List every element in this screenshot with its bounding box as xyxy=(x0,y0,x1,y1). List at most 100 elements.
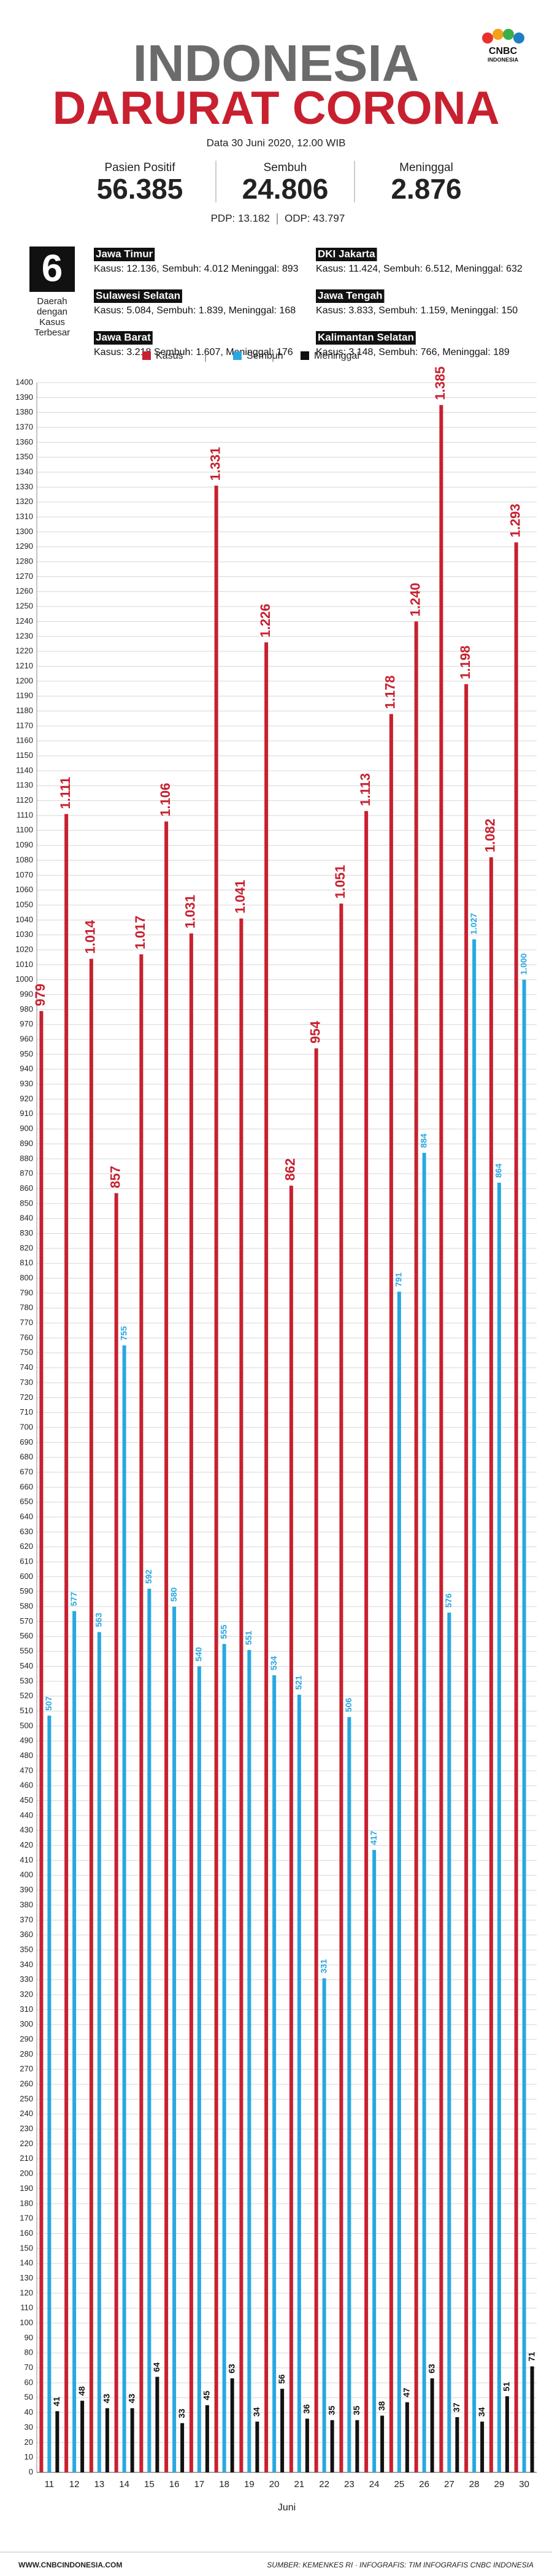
legend-swatch xyxy=(301,351,309,360)
y-tick-label: 150 xyxy=(20,2243,33,2252)
x-tick-label: 15 xyxy=(144,2479,155,2490)
box-text: dengan xyxy=(37,307,67,317)
value-label: 36 xyxy=(302,2404,312,2414)
bar xyxy=(439,405,443,2473)
y-tick-label: 1290 xyxy=(15,541,33,551)
y-tick-label: 1160 xyxy=(16,736,33,745)
y-tick-label: 1050 xyxy=(15,900,33,909)
region-name-bg xyxy=(94,248,155,261)
bar xyxy=(447,1612,451,2472)
x-tick-label: 30 xyxy=(519,2479,529,2490)
y-tick-label: 1230 xyxy=(15,631,33,640)
y-tick-label: 1210 xyxy=(15,661,33,670)
region-detail: Kasus: 3.148, Sembuh: 766, Meninggal: 18… xyxy=(316,347,510,357)
y-tick-label: 610 xyxy=(20,1557,33,1566)
y-tick-label: 910 xyxy=(20,1109,33,1118)
y-tick-label: 140 xyxy=(20,2258,33,2268)
value-label: 791 xyxy=(394,1272,404,1287)
footer-right: SUMBER: KEMENKES RI · INFOGRAFIS: TIM IN… xyxy=(267,2561,534,2569)
value-label: 1.198 xyxy=(458,646,473,679)
bar xyxy=(514,542,518,2473)
y-tick-label: 670 xyxy=(20,1467,33,1476)
value-label: 540 xyxy=(194,1647,204,1662)
y-tick-label: 330 xyxy=(20,1974,33,1984)
y-tick-label: 960 xyxy=(20,1034,33,1044)
bar xyxy=(55,2411,59,2472)
value-label: 1.111 xyxy=(58,777,73,809)
bar xyxy=(172,1607,177,2472)
value-label: 41 xyxy=(52,2396,61,2406)
y-tick-label: 1170 xyxy=(16,720,33,730)
bar xyxy=(272,1675,277,2472)
x-tick-label: 26 xyxy=(419,2479,429,2490)
y-tick-label: 380 xyxy=(20,1900,33,1909)
bar xyxy=(147,1588,151,2472)
y-tick-label: 720 xyxy=(20,1393,33,1402)
x-tick-label: 18 xyxy=(219,2479,229,2490)
value-label: 1.240 xyxy=(407,583,423,616)
x-tick-label: 13 xyxy=(94,2479,105,2490)
bar xyxy=(180,2423,185,2472)
logo-dot xyxy=(482,32,493,44)
bar xyxy=(205,2405,209,2472)
bar xyxy=(480,2421,485,2472)
y-tick-label: 410 xyxy=(20,1855,33,1864)
y-tick-label: 10 xyxy=(25,2452,33,2461)
value-label: 1.014 xyxy=(83,920,98,954)
value-label: 1.017 xyxy=(132,915,148,949)
bar xyxy=(164,821,169,2472)
y-tick-label: 80 xyxy=(25,2348,33,2357)
region-name: Kalimantan Selatan xyxy=(318,331,414,343)
x-axis-label: Juni xyxy=(278,2502,296,2513)
bar xyxy=(364,811,369,2472)
bar xyxy=(347,1717,351,2472)
region-name: Jawa Tengah xyxy=(318,289,383,301)
y-tick-label: 1140 xyxy=(16,765,33,774)
value-label: 33 xyxy=(177,2409,186,2418)
value-label: 577 xyxy=(69,1592,79,1607)
y-tick-label: 1390 xyxy=(15,392,33,402)
region-name-bg xyxy=(94,289,182,303)
value-label: 1.106 xyxy=(158,783,173,817)
y-tick-label: 400 xyxy=(20,1870,33,1879)
y-tick-label: 550 xyxy=(20,1646,33,1656)
y-tick-label: 1120 xyxy=(16,795,33,805)
y-tick-label: 1080 xyxy=(15,855,33,864)
y-tick-label: 620 xyxy=(20,1542,33,1551)
bar xyxy=(455,2417,459,2472)
y-tick-label: 900 xyxy=(20,1124,33,1133)
y-tick-label: 1150 xyxy=(16,751,33,760)
y-tick-label: 1190 xyxy=(16,691,33,700)
bar xyxy=(430,2378,434,2472)
bar xyxy=(355,2420,359,2472)
y-tick-label: 1400 xyxy=(15,377,33,386)
y-tick-label: 1380 xyxy=(15,407,33,416)
y-tick-label: 1000 xyxy=(15,974,33,984)
value-label: 38 xyxy=(377,2401,386,2411)
x-tick-label: 22 xyxy=(319,2479,329,2490)
y-tick-label: 760 xyxy=(20,1332,33,1342)
y-tick-label: 1240 xyxy=(15,616,33,625)
bar xyxy=(280,2388,285,2472)
bar xyxy=(89,958,93,2472)
bar xyxy=(264,642,269,2472)
y-tick-label: 340 xyxy=(20,1960,33,1969)
value-label: 1.031 xyxy=(183,895,198,928)
value-label: 857 xyxy=(107,1166,123,1188)
bar xyxy=(64,814,69,2472)
y-tick-label: 300 xyxy=(20,2019,33,2028)
y-tick-label: 680 xyxy=(20,1452,33,1461)
stat-value: 2.876 xyxy=(391,173,461,205)
y-tick-label: 290 xyxy=(20,2034,33,2043)
y-tick-label: 1350 xyxy=(15,452,33,461)
legend-label: Sembuh xyxy=(247,351,283,361)
bar xyxy=(339,903,343,2472)
value-label: 954 xyxy=(307,1020,323,1043)
bar xyxy=(222,1643,226,2472)
bar xyxy=(39,1011,44,2472)
bar xyxy=(422,1153,426,2473)
x-tick-label: 16 xyxy=(169,2479,180,2490)
y-tick-label: 1360 xyxy=(15,437,33,446)
region-name-bg xyxy=(94,331,153,345)
